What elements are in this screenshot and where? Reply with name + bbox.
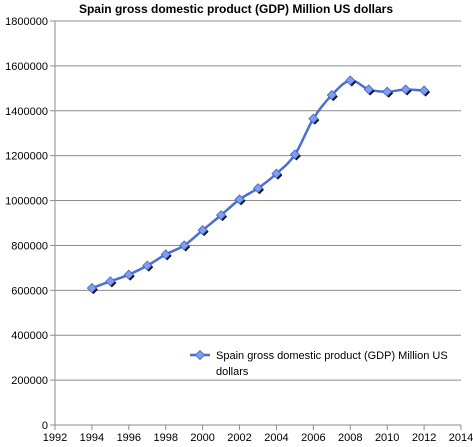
x-tick-label: 2000 — [190, 432, 214, 444]
grid-lines — [55, 20, 461, 381]
data-point — [234, 194, 245, 205]
data-point — [345, 75, 356, 86]
x-tick-label: 2012 — [412, 432, 436, 444]
data-point — [197, 225, 208, 236]
x-tick-label: 2010 — [375, 432, 399, 444]
y-tick-label: 1200000 — [5, 151, 48, 163]
x-tick-label: 2004 — [264, 432, 288, 444]
x-tick-label: 1992 — [43, 432, 67, 444]
data-point — [216, 210, 227, 221]
chart-title: Spain gross domestic product (GDP) Milli… — [79, 2, 393, 16]
y-tick-label: 600000 — [11, 285, 48, 297]
data-point — [179, 240, 190, 251]
x-tick-label: 2006 — [301, 432, 325, 444]
data-point — [419, 85, 430, 96]
y-tick-label: 800000 — [11, 240, 48, 252]
data-point — [326, 90, 337, 101]
data-point — [382, 86, 393, 97]
data-point — [289, 149, 300, 160]
data-point — [123, 269, 134, 280]
y-tick-label: 0 — [42, 420, 48, 432]
data-point — [400, 84, 411, 95]
data-point — [160, 249, 171, 260]
y-tick-label: 1800000 — [5, 16, 48, 28]
y-tick-label: 200000 — [11, 375, 48, 387]
x-axis-ticks: 1992 1994 1996 1998 2000 2002 2004 2006 2008 2010… — [43, 425, 473, 444]
data-point — [363, 84, 374, 95]
x-tick-label: 1998 — [153, 432, 177, 444]
legend-marker — [194, 349, 206, 361]
legend-label: Spain gross domestic product (GDP) Milli… — [216, 350, 448, 362]
y-tick-label: 1600000 — [5, 61, 48, 73]
x-tick-label: 2014 — [449, 432, 473, 444]
x-tick-label: 1994 — [80, 432, 104, 444]
data-point — [252, 183, 264, 194]
legend: Spain gross domestic product (GDP) Milli… — [190, 349, 448, 378]
data-point — [86, 283, 97, 294]
legend-label: dollars — [216, 366, 249, 378]
x-tick-label: 2008 — [338, 432, 362, 444]
y-tick-label: 400000 — [11, 330, 48, 342]
data-point — [308, 113, 319, 124]
y-axis-ticks: 0 200000 400000 600000 800000 1000000 1200000 1… — [5, 16, 55, 432]
x-tick-label: 1996 — [117, 432, 141, 444]
data-point — [271, 168, 282, 179]
axes — [54, 21, 461, 426]
data-point — [142, 260, 153, 271]
y-tick-label: 1000000 — [5, 196, 48, 208]
x-tick-label: 2002 — [227, 432, 251, 444]
series-group — [86, 75, 431, 295]
data-point — [105, 276, 116, 287]
y-tick-label: 1400000 — [5, 106, 48, 118]
